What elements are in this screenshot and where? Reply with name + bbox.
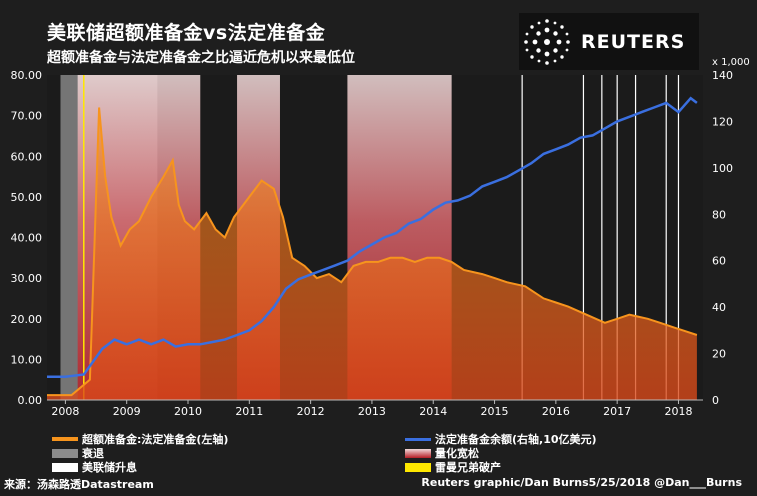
legend-lehman: 雷曼兄弟破产 xyxy=(405,459,501,475)
legend-ratio: 超额准备金:法定准备金(左轴) xyxy=(52,431,228,447)
y-right-tick-label: 120 xyxy=(712,115,733,128)
y-right-tick-label: 100 xyxy=(712,162,733,175)
legend-qe: 量化宽松 xyxy=(405,445,479,461)
y-right-tick-label: 80 xyxy=(712,208,726,221)
x-tick-label: 2011 xyxy=(235,405,263,418)
y-left-tick-label: 0.00 xyxy=(18,394,43,407)
y-left-tick-label: 40.00 xyxy=(11,232,43,245)
chart-title: 美联储超额准备金vs法定准备金 xyxy=(47,22,326,44)
reuters-wordmark: REUTERS xyxy=(581,30,686,53)
credit-note: Reuters graphic/Dan Burns5/25/2018 @Dan_… xyxy=(421,476,742,489)
x-tick-label: 2013 xyxy=(358,405,386,418)
legend-required-label: 法定准备金余额(右轴,10亿美元) xyxy=(435,433,597,446)
y-left-tick-label: 30.00 xyxy=(11,272,43,285)
legend-ratio-label: 超额准备金:法定准备金(左轴) xyxy=(82,433,229,446)
x-tick-label: 2008 xyxy=(51,405,79,418)
chart-subtitle: 超额准备金与法定准备金之比逼近危机以来最低位 xyxy=(47,50,355,66)
legend-recession-label: 衰退 xyxy=(82,447,104,460)
x-tick-label: 2012 xyxy=(297,405,325,418)
y-right-tick-label: 140 xyxy=(712,69,733,82)
y-right-tick-label: 40 xyxy=(712,301,726,314)
legend-recession: 衰退 xyxy=(52,445,104,461)
y-right-tick-label: 0 xyxy=(712,394,719,407)
legend-hike: 美联储升息 xyxy=(52,459,137,475)
ratio-area xyxy=(47,107,697,400)
x-tick-label: 2016 xyxy=(542,405,570,418)
ratio-line xyxy=(47,107,698,397)
legend-qe-swatch xyxy=(405,448,431,458)
reuters-dots-icon xyxy=(524,18,570,65)
legend-lehman-swatch xyxy=(405,462,431,472)
y-right-tick-label: 20 xyxy=(712,348,726,361)
legend-hike-swatch xyxy=(52,462,78,472)
legend-lehman-label: 雷曼兄弟破产 xyxy=(435,461,501,474)
x-tick-label: 2010 xyxy=(174,405,202,418)
y-right-tick-label: 60 xyxy=(712,255,726,268)
legend-qe-label: 量化宽松 xyxy=(435,447,479,460)
y-left-tick-label: 80.00 xyxy=(11,69,43,82)
required-reserves-line xyxy=(47,96,698,379)
x-tick-label: 2009 xyxy=(113,405,141,418)
y-left-tick-label: 10.00 xyxy=(11,353,43,366)
source-note: 来源：汤森路透Datastream xyxy=(4,478,154,491)
legend-required-swatch xyxy=(405,437,431,441)
y-right-unit-label: x 1,000 xyxy=(712,57,750,68)
legend-recession-swatch xyxy=(52,448,78,458)
legend-hike-label: 美联储升息 xyxy=(82,461,137,474)
legend-required: 法定准备金余额(右轴,10亿美元) xyxy=(405,431,597,447)
x-tick-label: 2018 xyxy=(664,405,692,418)
x-tick-label: 2017 xyxy=(603,405,631,418)
y-left-tick-label: 50.00 xyxy=(11,191,43,204)
x-tick-label: 2015 xyxy=(481,405,509,418)
legend-ratio-swatch xyxy=(52,437,78,441)
reuters-logo: REUTERS xyxy=(519,13,699,70)
x-tick-label: 2014 xyxy=(419,405,447,418)
y-left-tick-label: 20.00 xyxy=(11,313,43,326)
y-left-tick-label: 60.00 xyxy=(11,150,43,163)
y-left-tick-label: 70.00 xyxy=(11,110,43,123)
